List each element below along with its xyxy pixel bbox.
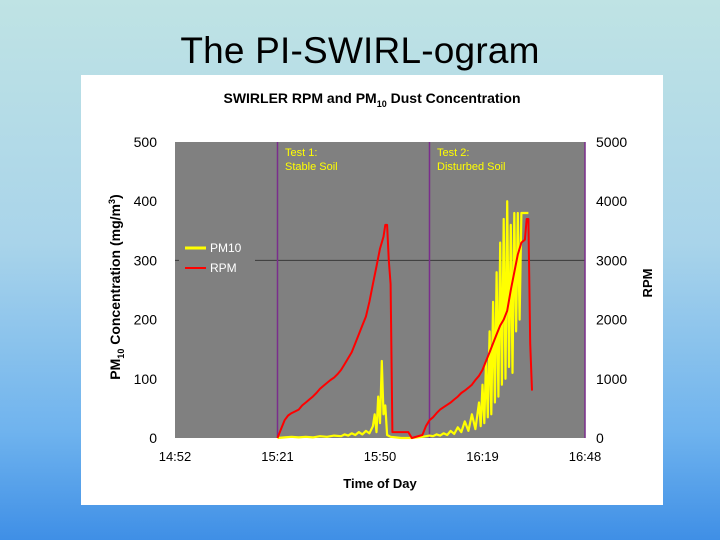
- x-tick-0: 14:52: [159, 449, 192, 464]
- y-left-tick-400: 400: [134, 193, 158, 209]
- legend-box: [179, 237, 255, 283]
- chart-title-sub: 10: [377, 99, 387, 109]
- annotation-1-line1: Test 2:: [437, 147, 469, 159]
- annotations: Test 1: Stable Soil Test 2: Disturbed Soil: [285, 147, 505, 173]
- y-right-tick-3000: 3000: [596, 252, 627, 268]
- series-pm10-line: [277, 200, 529, 440]
- y-right-ticks: 0 1000 2000 3000 4000 5000: [596, 134, 627, 446]
- series-rpm-line: [276, 218, 533, 439]
- x-tick-1: 15:21: [261, 449, 294, 464]
- y-right-tick-0: 0: [596, 430, 604, 446]
- chart-title-rest: Dust Concentration: [387, 90, 521, 106]
- annotation-0-line1: Test 1:: [285, 147, 317, 159]
- x-tick-3: 16:19: [466, 449, 499, 464]
- chart-svg: SWIRLER RPM and PM10 Dust Concentration …: [107, 90, 655, 491]
- y-left-tick-0: 0: [149, 430, 157, 446]
- annotation-1-line2: Disturbed Soil: [437, 161, 505, 173]
- y-right-tick-5000: 5000: [596, 134, 627, 150]
- chart-title-main: SWIRLER RPM and PM: [223, 90, 376, 106]
- x-axis-label: Time of Day: [343, 476, 417, 491]
- chart-panel: SWIRLER RPM and PM10 Dust Concentration …: [81, 75, 663, 505]
- legend-pm10-label: PM10: [210, 241, 242, 255]
- y-right-tick-2000: 2000: [596, 312, 627, 328]
- annotation-0-line2: Stable Soil: [285, 161, 338, 173]
- y-left-ticks: 0 100 200 300 400 500: [134, 134, 158, 446]
- test-dividers: [276, 142, 586, 438]
- legend-rpm-label: RPM: [210, 261, 237, 275]
- slide-title: The PI-SWIRL-ogram: [180, 30, 540, 71]
- y-right-tick-1000: 1000: [596, 371, 627, 387]
- chart-title: SWIRLER RPM and PM10 Dust Concentration: [223, 90, 520, 109]
- y-left-tick-200: 200: [134, 312, 158, 328]
- y-left-tick-100: 100: [134, 371, 158, 387]
- y-left-tick-500: 500: [134, 134, 158, 150]
- y-left-axis-label: PM10 Concentration (mg/m3): [107, 194, 126, 379]
- y-right-tick-4000: 4000: [596, 193, 627, 209]
- y-left-tick-300: 300: [134, 252, 158, 268]
- legend: PM10 RPM: [179, 237, 255, 283]
- x-ticks: 14:52 15:21 15:50 16:19 16:48: [159, 449, 602, 464]
- x-tick-4: 16:48: [569, 449, 602, 464]
- series-layer: [276, 200, 533, 440]
- x-tick-2: 15:50: [364, 449, 397, 464]
- y-right-axis-label: RPM: [640, 269, 655, 298]
